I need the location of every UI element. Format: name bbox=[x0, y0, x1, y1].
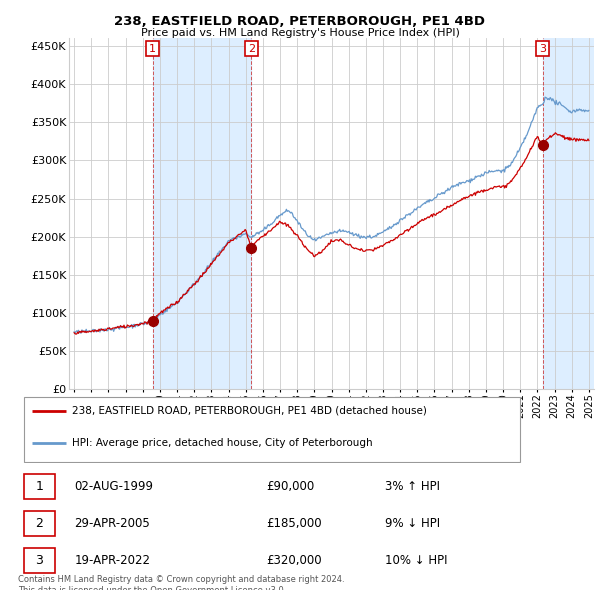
Text: 2: 2 bbox=[35, 517, 43, 530]
Text: 2: 2 bbox=[248, 44, 255, 54]
Text: £185,000: £185,000 bbox=[266, 517, 322, 530]
Text: Contains HM Land Registry data © Crown copyright and database right 2024.
This d: Contains HM Land Registry data © Crown c… bbox=[18, 575, 344, 590]
Text: HPI: Average price, detached house, City of Peterborough: HPI: Average price, detached house, City… bbox=[71, 438, 372, 448]
Text: 10% ↓ HPI: 10% ↓ HPI bbox=[385, 554, 447, 567]
Text: £320,000: £320,000 bbox=[266, 554, 322, 567]
Text: 3: 3 bbox=[35, 554, 43, 567]
Bar bbox=[23, 548, 55, 573]
Text: 1: 1 bbox=[149, 44, 156, 54]
Text: 3% ↑ HPI: 3% ↑ HPI bbox=[385, 480, 440, 493]
Text: 3: 3 bbox=[539, 44, 546, 54]
Text: 9% ↓ HPI: 9% ↓ HPI bbox=[385, 517, 440, 530]
Text: 19-APR-2022: 19-APR-2022 bbox=[74, 554, 151, 567]
Text: 238, EASTFIELD ROAD, PETERBOROUGH, PE1 4BD (detached house): 238, EASTFIELD ROAD, PETERBOROUGH, PE1 4… bbox=[71, 406, 427, 416]
Bar bbox=[23, 511, 55, 536]
Text: 02-AUG-1999: 02-AUG-1999 bbox=[74, 480, 154, 493]
Text: 29-APR-2005: 29-APR-2005 bbox=[74, 517, 150, 530]
Bar bbox=[23, 396, 520, 462]
Bar bbox=[153, 38, 251, 389]
Text: 238, EASTFIELD ROAD, PETERBOROUGH, PE1 4BD: 238, EASTFIELD ROAD, PETERBOROUGH, PE1 4… bbox=[115, 15, 485, 28]
Bar bbox=[23, 474, 55, 500]
Text: 1: 1 bbox=[35, 480, 43, 493]
Text: £90,000: £90,000 bbox=[266, 480, 314, 493]
Text: Price paid vs. HM Land Registry's House Price Index (HPI): Price paid vs. HM Land Registry's House … bbox=[140, 28, 460, 38]
Bar bbox=[542, 38, 594, 389]
